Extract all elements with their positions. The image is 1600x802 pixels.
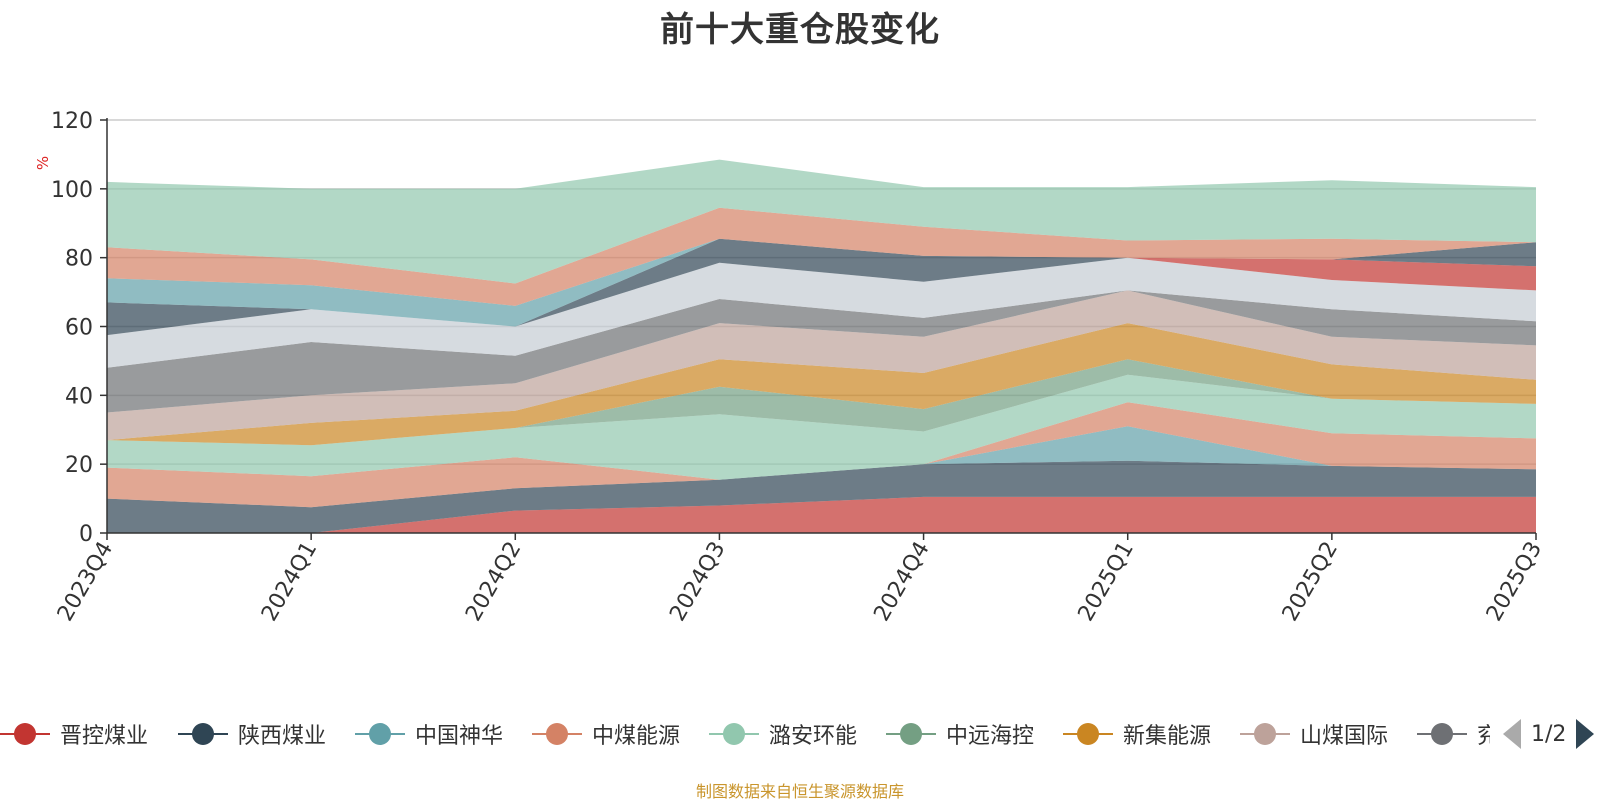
legend-marker-icon [178,716,228,752]
series-area [107,257,1536,368]
legend-label: 兖矿能源 [1477,724,1490,749]
legend-item[interactable]: 晋控煤业 [0,716,148,752]
stacked-area-chart: 0 20 40 60 80 100 120 2023Q4 2024Q1 2024Q2 2024Q3 2… [34,109,1547,626]
y-tick-label: 40 [65,384,93,409]
series-area [107,159,1536,284]
next-page-icon[interactable] [1576,719,1595,749]
y-tick-label: 120 [51,109,93,134]
legend-item[interactable]: 山煤国际 [1240,716,1388,752]
legend-item[interactable]: 新集能源 [1063,716,1211,752]
legend-marker-icon [886,716,936,752]
data-source-note: 制图数据来自恒生聚源数据库 [695,782,904,801]
area-series [107,159,1536,533]
legend-marker-icon [1240,716,1290,752]
series-area [107,238,1536,327]
legend-item[interactable]: 陕西煤业 [178,716,326,752]
series-area [107,402,1536,508]
prev-page-icon[interactable] [1503,719,1521,749]
legend-item[interactable]: 潞安环能 [709,716,857,752]
legend-label: 晋控煤业 [60,724,149,749]
legend-label: 新集能源 [1123,724,1212,749]
x-tick-label: 2025Q1 [1074,538,1139,626]
legend-label: 中国神华 [415,724,504,749]
y-tick-label: 100 [51,178,93,203]
series-area [107,323,1536,446]
x-tick-label: 2025Q3 [1482,538,1547,626]
x-tick-label: 2025Q2 [1278,538,1343,626]
series-area [107,207,1536,306]
legend-pager: 1/2 [1503,718,1595,750]
x-tick-label: 2024Q2 [461,538,526,626]
legend-item[interactable]: 中远海控 [886,716,1034,752]
legend-marker-icon [1063,716,1113,752]
legend-marker-icon [0,716,50,752]
y-tick-label: 60 [65,316,93,341]
y-axis-label: % [34,156,52,170]
x-tick-label: 2024Q3 [665,538,730,626]
legend-label: 山煤国际 [1300,724,1389,749]
legend-marker-icon [532,716,582,752]
series-area [107,496,1536,533]
legend-item[interactable]: 兖矿能源 [1417,716,1490,752]
x-tick-label: 2023Q4 [53,538,118,626]
series-area [107,238,1536,336]
series-area [107,374,1536,480]
legend-label: 中远海控 [946,724,1035,749]
y-tick-label: 0 [79,522,93,547]
series-area [107,290,1536,413]
series-area [107,238,1536,327]
x-tick-label: 2024Q1 [257,538,322,626]
legend-label: 潞安环能 [769,724,858,749]
legend-item[interactable]: 中煤能源 [532,716,680,752]
legend-item[interactable]: 中国神华 [355,716,503,752]
y-tick-label: 20 [65,453,93,478]
legend-marker-icon [355,716,405,752]
chart-title: 前十大重仓股变化 [660,10,940,50]
legend-label: 陕西煤业 [238,724,327,749]
series-area [107,460,1536,533]
legend-marker-icon [1417,716,1467,752]
series-area [107,290,1536,441]
legend-label: 中煤能源 [592,724,681,749]
legend-marker-icon [709,716,759,752]
series-area [107,359,1536,446]
y-tick-label: 80 [65,247,93,272]
legend-page-indicator: 1/2 [1531,721,1567,747]
x-tick-label: 2024Q4 [869,538,934,626]
series-area [107,426,1536,508]
legend: 晋控煤业 陕西煤业 中国神华 中煤能源 潞安环能 中远海控 新集能源 山煤国际 … [0,716,1490,752]
